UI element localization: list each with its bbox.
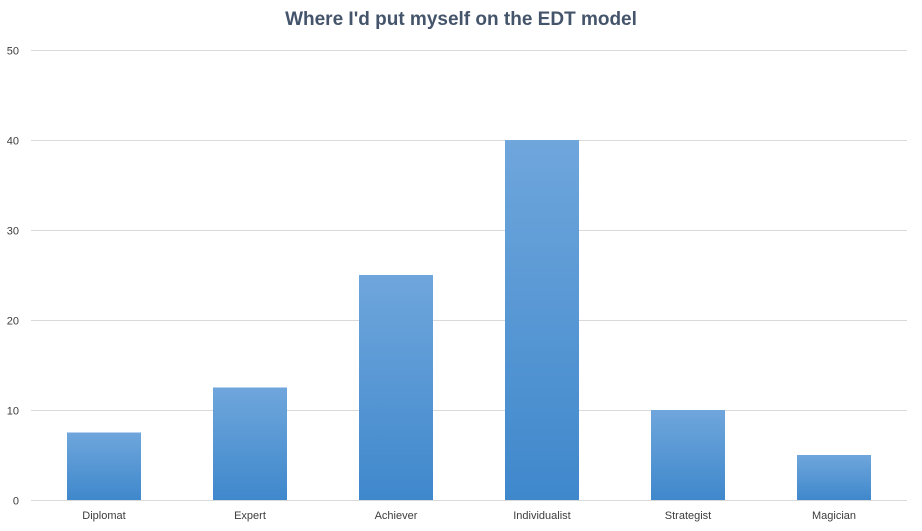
bar-strategist — [651, 410, 725, 500]
y-tick-label: 20 — [7, 316, 19, 328]
x-tick-label-magician: Magician — [812, 510, 856, 522]
x-tick-label-achiever: Achiever — [375, 510, 418, 522]
bar-individualist — [505, 140, 579, 500]
y-tick-label: 30 — [7, 226, 19, 238]
gridlines — [31, 50, 907, 501]
bar-expert — [213, 387, 287, 500]
y-tick-label: 50 — [7, 46, 19, 58]
bars — [67, 140, 871, 500]
y-tick-label: 10 — [7, 406, 19, 418]
y-tick-label: 0 — [13, 496, 19, 508]
y-axis-ticks: 0 10 20 30 40 50 — [7, 46, 19, 508]
chart-title: Where I'd put myself on the EDT model — [285, 9, 637, 30]
bar-diplomat — [67, 432, 141, 500]
x-tick-label-strategist: Strategist — [665, 510, 711, 522]
bar-magician — [797, 455, 871, 500]
x-tick-label-expert: Expert — [234, 510, 266, 522]
bar-achiever — [359, 275, 433, 500]
y-tick-label: 40 — [7, 136, 19, 148]
x-tick-label-diplomat: Diplomat — [82, 510, 125, 522]
x-tick-label-individualist: Individualist — [513, 510, 570, 522]
x-axis-ticks: Diplomat Expert Achiever Individualist Strat… — [82, 510, 856, 522]
